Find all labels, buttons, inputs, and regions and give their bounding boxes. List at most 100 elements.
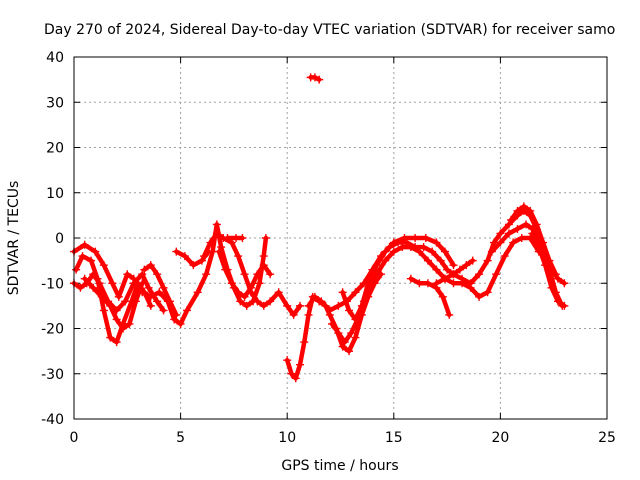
y-tick-label: 30 bbox=[46, 95, 64, 111]
data-point bbox=[466, 279, 475, 288]
data-point bbox=[138, 279, 147, 288]
data-point bbox=[76, 283, 85, 292]
series-trace bbox=[71, 222, 269, 327]
y-tick-label: -20 bbox=[41, 322, 64, 338]
data-point bbox=[214, 247, 223, 256]
data-point bbox=[440, 247, 449, 256]
data-point bbox=[165, 297, 174, 306]
data-point bbox=[112, 315, 121, 324]
data-point bbox=[212, 220, 221, 229]
data-point bbox=[357, 301, 366, 310]
series-track-3 bbox=[72, 252, 155, 347]
data-point bbox=[274, 288, 283, 297]
data-point bbox=[304, 301, 313, 310]
data-point bbox=[347, 329, 356, 338]
data-point bbox=[234, 252, 243, 261]
y-axis-label: SDTVAR / TECUs bbox=[6, 181, 22, 296]
data-point bbox=[372, 261, 381, 270]
data-point bbox=[428, 247, 437, 256]
data-point bbox=[415, 247, 424, 256]
data-point bbox=[545, 256, 554, 265]
data-point bbox=[221, 265, 230, 274]
data-point bbox=[159, 306, 168, 315]
series-track-8 bbox=[214, 247, 275, 301]
data-point bbox=[197, 256, 206, 265]
data-point bbox=[172, 310, 181, 319]
data-point bbox=[560, 279, 569, 288]
data-point bbox=[483, 256, 492, 265]
data-point bbox=[351, 315, 360, 324]
y-tick-label: 10 bbox=[46, 186, 64, 202]
series-track-19 bbox=[306, 73, 324, 84]
chart-title: Day 270 of 2024, Sidereal Day-to-day VTE… bbox=[44, 22, 615, 38]
data-point bbox=[449, 270, 458, 279]
data-point bbox=[338, 342, 347, 351]
data-point bbox=[266, 270, 275, 279]
y-tick-label: 0 bbox=[55, 231, 64, 247]
data-point bbox=[528, 229, 537, 238]
data-point bbox=[114, 292, 123, 301]
series-track-14 bbox=[406, 274, 454, 319]
data-point bbox=[255, 279, 264, 288]
data-point bbox=[140, 288, 149, 297]
data-point bbox=[283, 356, 292, 365]
data-point bbox=[266, 297, 275, 306]
data-point bbox=[108, 279, 117, 288]
data-point bbox=[300, 338, 309, 347]
y-tick-label: -10 bbox=[41, 276, 64, 292]
data-point bbox=[217, 243, 226, 252]
data-point bbox=[304, 310, 313, 319]
data-point bbox=[449, 279, 458, 288]
data-point bbox=[159, 283, 168, 292]
data-point bbox=[80, 274, 89, 283]
data-point bbox=[351, 333, 360, 342]
data-point bbox=[449, 261, 458, 270]
data-point bbox=[406, 243, 415, 252]
data-point bbox=[295, 360, 304, 369]
data-point bbox=[193, 288, 202, 297]
data-point bbox=[389, 238, 398, 247]
data-point bbox=[487, 247, 496, 256]
data-point bbox=[182, 306, 191, 315]
data-point bbox=[119, 324, 128, 333]
data-point bbox=[180, 252, 189, 261]
data-point bbox=[432, 265, 441, 274]
data-point bbox=[513, 206, 522, 215]
data-point bbox=[519, 202, 528, 211]
series-trace bbox=[340, 235, 456, 322]
data-point bbox=[445, 310, 454, 319]
data-point bbox=[406, 274, 415, 283]
data-point bbox=[547, 283, 556, 292]
data-point bbox=[240, 270, 249, 279]
data-point bbox=[287, 369, 296, 378]
data-point bbox=[334, 329, 343, 338]
data-point bbox=[532, 220, 541, 229]
data-point bbox=[227, 279, 236, 288]
data-point bbox=[345, 347, 354, 356]
data-point bbox=[246, 283, 255, 292]
x-tick-label: 0 bbox=[70, 430, 79, 446]
data-point bbox=[483, 288, 492, 297]
data-point bbox=[234, 288, 243, 297]
x-tick-label: 10 bbox=[278, 430, 296, 446]
data-point bbox=[202, 270, 211, 279]
data-point bbox=[381, 256, 390, 265]
data-point bbox=[551, 270, 560, 279]
data-point bbox=[259, 252, 268, 261]
data-point bbox=[291, 374, 300, 383]
grid bbox=[74, 57, 607, 419]
data-point bbox=[106, 333, 115, 342]
data-point bbox=[517, 234, 526, 242]
data-point bbox=[80, 240, 89, 249]
data-point bbox=[170, 315, 179, 324]
data-point bbox=[242, 301, 251, 310]
data-point bbox=[438, 292, 447, 301]
data-point bbox=[106, 301, 115, 310]
data-point bbox=[458, 274, 467, 283]
data-point bbox=[310, 292, 319, 301]
data-point bbox=[415, 279, 424, 288]
data-point bbox=[340, 338, 349, 347]
data-point bbox=[541, 261, 550, 270]
data-point bbox=[504, 229, 513, 238]
data-point bbox=[411, 234, 420, 242]
